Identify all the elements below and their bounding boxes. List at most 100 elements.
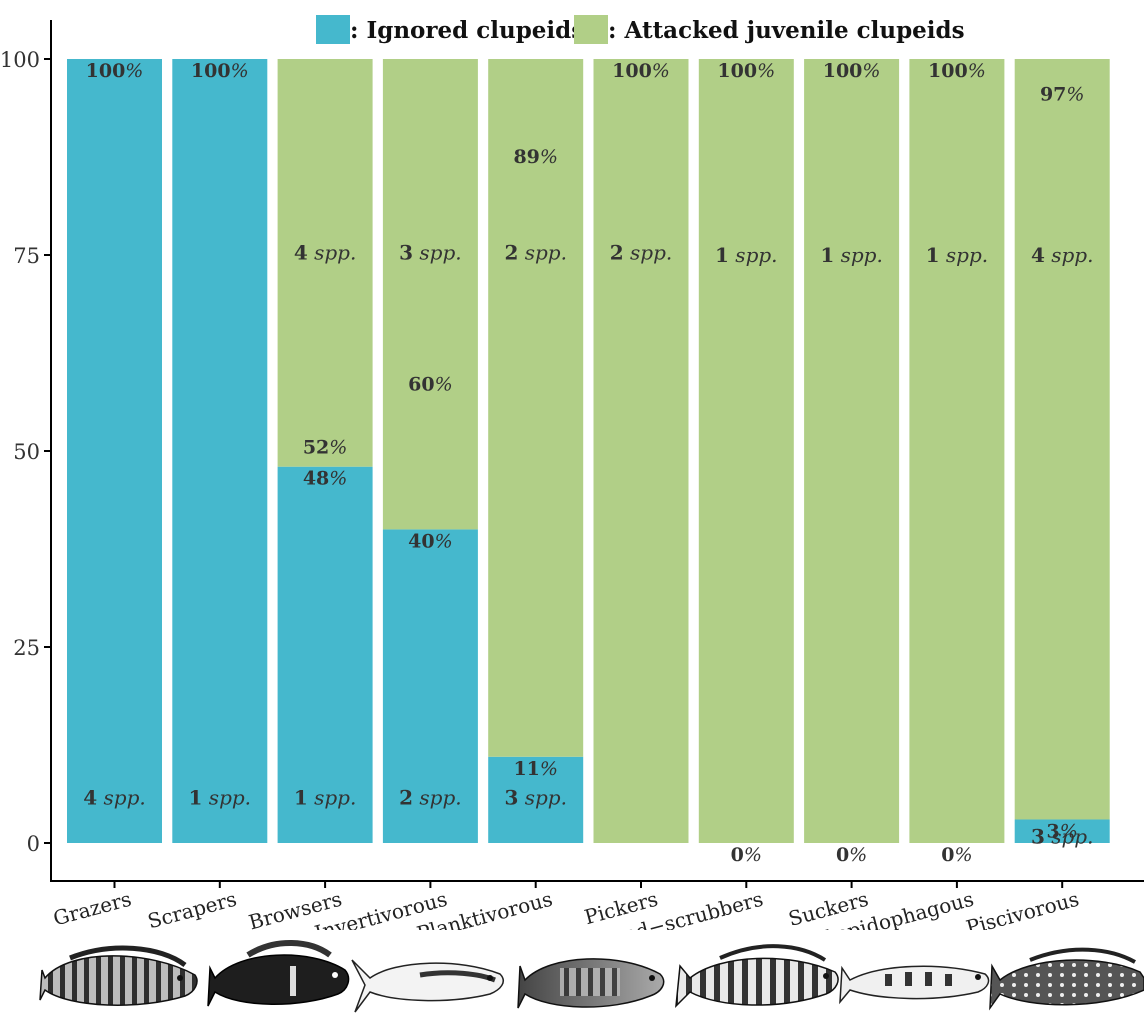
species-count-label: 3 spp.	[1031, 825, 1094, 849]
percent-label: 100%	[86, 60, 144, 82]
grazer-fish-icon	[39, 945, 198, 1006]
species-count: 3	[504, 786, 518, 810]
percent-label: 52%	[303, 436, 348, 458]
percent-value: 40	[408, 530, 434, 552]
bar-attacked-5	[488, 59, 584, 757]
species-count: 1	[189, 786, 203, 810]
percent-symbol: %	[744, 844, 762, 866]
y-tick-label: 0	[27, 832, 40, 856]
percent-label: 100%	[823, 60, 881, 82]
planktivorous-fish-icon	[675, 944, 839, 1009]
percent-label: 100%	[717, 60, 775, 82]
species-count-label: 2 spp.	[610, 241, 673, 265]
percent-value: 0	[941, 844, 954, 866]
y-tick-label: 100	[0, 48, 40, 72]
y-tick-label: 25	[13, 636, 40, 660]
data-labels: 100% 100%52%48%60%40%89%11%100% 100%0%100%…	[83, 60, 1093, 866]
percent-value: 100	[717, 60, 757, 82]
percent-value: 100	[191, 60, 231, 82]
species-count: 2	[399, 786, 413, 810]
percent-label: 40%	[408, 530, 453, 552]
percent-symbol: %	[435, 374, 453, 396]
percent-value: 0	[731, 844, 744, 866]
percent-label: 100%	[191, 60, 249, 82]
legend-label-1: : Ignored clupeids	[350, 17, 584, 44]
species-count: 1	[715, 243, 729, 267]
species-count: 4	[83, 786, 97, 810]
bar-ignored-2	[172, 59, 268, 843]
species-count-label: 1 spp.	[294, 786, 357, 810]
bars	[67, 59, 1110, 843]
percent-label: 3%	[1047, 820, 1078, 842]
fish-illustrations	[39, 940, 1144, 1013]
species-count-label: 3 spp.	[399, 241, 462, 265]
x-tick-label: Grazers	[51, 887, 134, 930]
percent-label: 100%	[612, 60, 670, 82]
species-count: 2	[504, 241, 518, 265]
percent-label: 11%	[513, 758, 558, 780]
piscivorous-fish-icon	[989, 947, 1144, 1011]
percent-symbol: %	[968, 60, 986, 82]
percent-symbol: %	[329, 468, 347, 490]
species-count: 2	[610, 241, 624, 265]
percent-symbol: %	[862, 60, 880, 82]
bar-attacked-4	[382, 59, 478, 530]
species-abbrev: spp.	[202, 786, 251, 810]
bar-ignored-4	[382, 529, 478, 843]
percent-symbol: %	[231, 60, 249, 82]
percent-label: 89%	[513, 146, 558, 168]
percent-symbol: %	[954, 844, 972, 866]
species-count: 3	[1031, 825, 1045, 849]
bar-attacked-8	[804, 59, 900, 843]
species-abbrev: spp.	[413, 786, 462, 810]
percent-value: 0	[836, 844, 849, 866]
stacked-bar-chart: : Ignored clupeids : Attacked juvenile cl…	[0, 15, 1144, 930]
species-count-label: 4 spp.	[1031, 243, 1094, 267]
species-count-label: 2 spp.	[399, 786, 462, 810]
species-count-label: 1 spp.	[820, 243, 883, 267]
x-tick-label: Scrapers	[145, 887, 239, 930]
species-count-label: 3 spp.	[504, 786, 567, 810]
percent-symbol: %	[435, 530, 453, 552]
species-abbrev: spp.	[834, 243, 883, 267]
legend-swatch-2	[574, 15, 608, 44]
species-count-label: 1 spp.	[926, 243, 989, 267]
bar-ignored-10	[1014, 819, 1110, 843]
species-count: 4	[294, 241, 308, 265]
x-tick-label: Piscivorous	[963, 887, 1081, 930]
percent-value: 100	[928, 60, 968, 82]
percent-label: 0%	[836, 844, 867, 866]
bar-attacked-6	[593, 59, 689, 843]
sucker-fish-icon	[839, 965, 990, 1005]
species-abbrev: spp.	[413, 241, 462, 265]
percent-label: 100%	[928, 60, 986, 82]
bar-attacked-7	[698, 59, 794, 843]
species-abbrev: spp.	[518, 241, 567, 265]
bar-ignored-3	[277, 466, 373, 843]
percent-value: 48	[303, 468, 329, 490]
species-abbrev: spp.	[308, 786, 357, 810]
browser-fish-icon	[351, 959, 504, 1013]
percent-symbol: %	[849, 844, 867, 866]
bar-attacked-3	[277, 59, 373, 467]
percent-symbol: %	[329, 436, 347, 458]
percent-label: 48%	[303, 468, 348, 490]
percent-label: 97%	[1040, 84, 1085, 106]
percent-symbol: %	[1066, 84, 1084, 106]
species-count-label: 1 spp.	[189, 786, 252, 810]
percent-symbol: %	[1060, 820, 1078, 842]
y-tick-label: 50	[13, 440, 40, 464]
legend-label-2: : Attacked juvenile clupeids	[608, 17, 965, 44]
percent-label: 0%	[941, 844, 972, 866]
percent-value: 60	[408, 374, 434, 396]
scraper-fish-icon	[207, 940, 350, 1007]
percent-symbol: %	[652, 60, 670, 82]
bar-ignored-1	[67, 59, 162, 843]
legend-swatch-1	[316, 15, 350, 44]
percent-value: 100	[86, 60, 126, 82]
percent-value: 100	[823, 60, 863, 82]
bar-attacked-10	[1014, 59, 1110, 820]
species-count-label: 2 spp.	[504, 241, 567, 265]
y-tick-label: 75	[13, 244, 40, 268]
bar-attacked-9	[909, 59, 1005, 843]
